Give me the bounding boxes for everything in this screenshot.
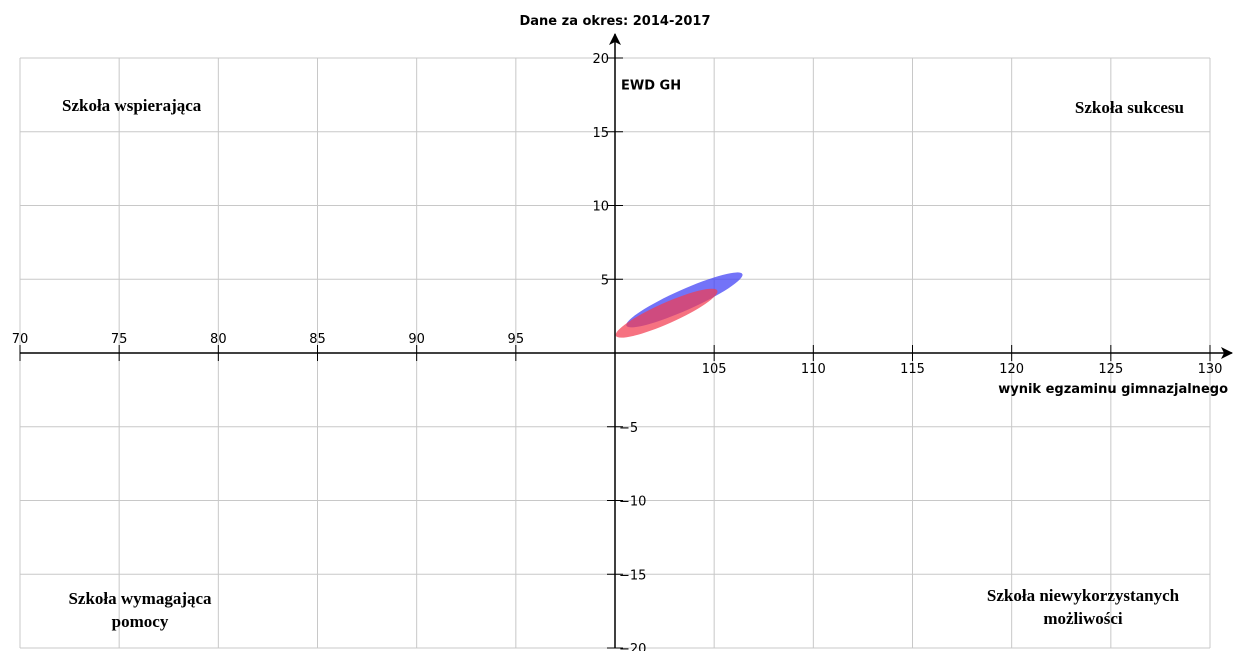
x-tick-label: 125 [1098, 362, 1123, 377]
x-tick-label: 115 [900, 362, 925, 377]
x-tick-label: 95 [508, 332, 525, 347]
x-tick-label: 130 [1198, 362, 1223, 377]
y-tick-label: −5 [619, 421, 638, 436]
x-tick-label: 120 [999, 362, 1024, 377]
quadrant-label-bottom-left: Szkoła wymagająca [68, 589, 212, 608]
confidence-ellipse-2 [615, 288, 718, 338]
y-tick-label: 20 [592, 52, 609, 67]
quadrant-label-top-right: Szkoła sukcesu [1075, 98, 1184, 117]
y-tick-label: 10 [592, 200, 609, 215]
x-tick-label: 70 [12, 332, 29, 347]
quadrant-label-bottom-left: pomocy [112, 612, 169, 631]
y-tick-label: 5 [601, 273, 609, 288]
y-axis-title: EWD GH [621, 79, 681, 94]
quadrant-label-bottom-right: Szkoła niewykorzystanych [987, 586, 1180, 605]
confidence-ellipses [615, 272, 743, 338]
x-tick-label: 105 [702, 362, 727, 377]
y-tick-label: −20 [619, 642, 646, 651]
chart-title: Dane za okres: 2014-2017 [519, 14, 710, 29]
x-tick-label: 110 [801, 362, 826, 377]
x-tick-label: 80 [210, 332, 227, 347]
quadrant-label-bottom-right: możliwości [1043, 609, 1123, 628]
y-tick-label: 15 [592, 126, 609, 141]
quadrant-label-top-left: Szkoła wspierająca [62, 96, 202, 115]
y-tick-label: −10 [619, 495, 646, 510]
axes [19, 33, 1233, 649]
x-tick-label: 90 [408, 332, 425, 347]
x-tick-label: 85 [309, 332, 326, 347]
y-tick-label: −15 [619, 568, 646, 583]
quadrant-labels: Szkoła wspierająca Szkoła sukcesu Szkoła w… [62, 96, 1184, 631]
x-axis-title: wynik egzaminu gimnazjalnego [998, 382, 1228, 397]
x-tick-label: 75 [111, 332, 128, 347]
